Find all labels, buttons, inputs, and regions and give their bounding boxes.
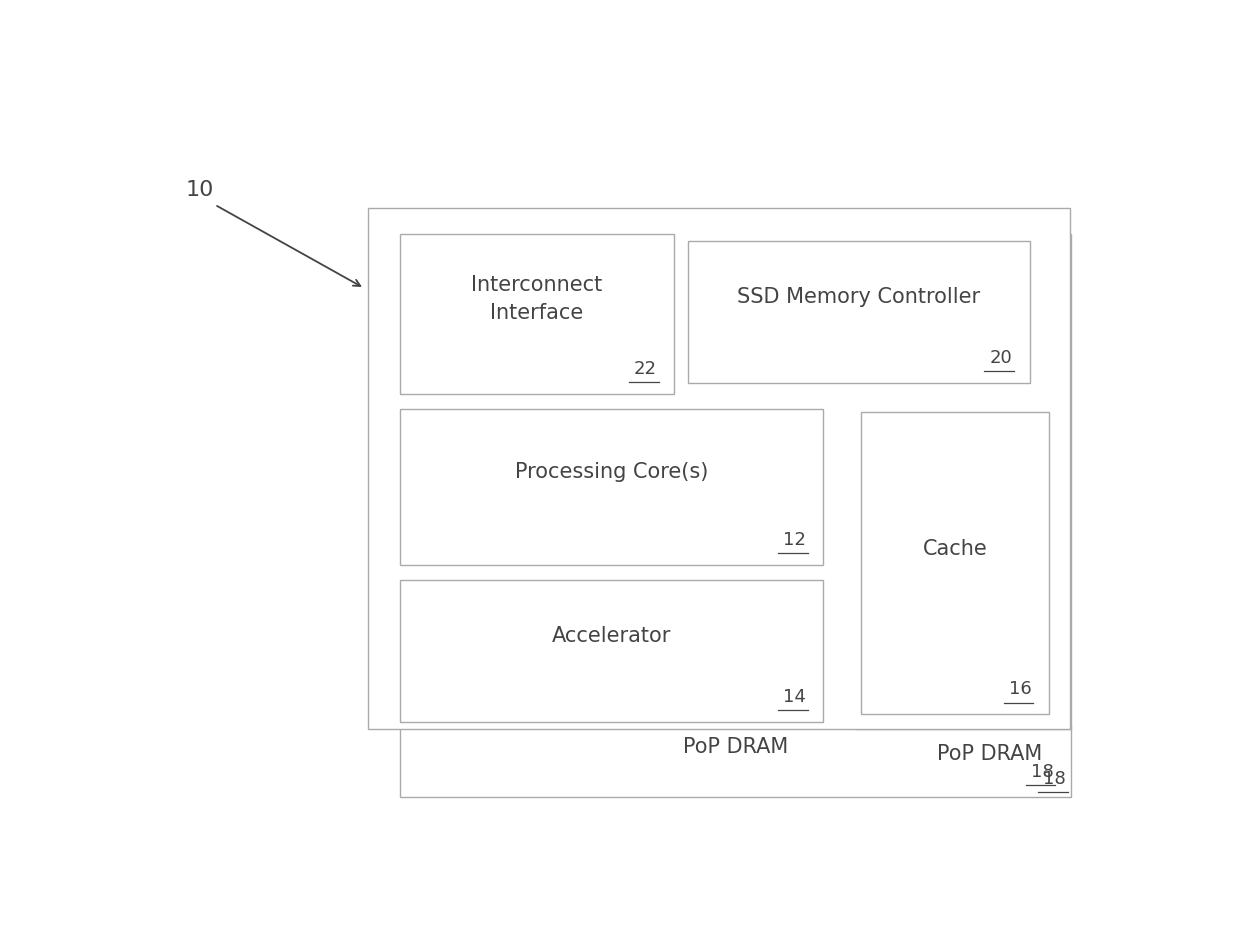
- Bar: [401, 580, 823, 722]
- Text: Processing Core(s): Processing Core(s): [515, 463, 708, 482]
- Bar: [688, 241, 1029, 383]
- Text: Cache: Cache: [923, 539, 987, 559]
- Bar: [401, 727, 1071, 797]
- Bar: [401, 409, 823, 565]
- Text: PoP DRAM: PoP DRAM: [683, 737, 789, 757]
- Text: 18: 18: [1043, 770, 1066, 788]
- Text: Accelerator: Accelerator: [552, 626, 671, 646]
- Text: SSD Memory Controller: SSD Memory Controller: [738, 288, 981, 307]
- Text: 10: 10: [186, 180, 215, 200]
- Text: 20: 20: [990, 349, 1012, 367]
- Text: 12: 12: [782, 531, 806, 549]
- Bar: [401, 234, 675, 394]
- Text: 18: 18: [1030, 762, 1054, 780]
- Text: 14: 14: [782, 688, 806, 706]
- Text: Interconnect
Interface: Interconnect Interface: [471, 275, 603, 324]
- Bar: [368, 208, 1070, 729]
- Bar: [862, 412, 1049, 714]
- Text: 16: 16: [1008, 680, 1032, 698]
- Text: PoP DRAM: PoP DRAM: [936, 745, 1042, 764]
- Bar: [854, 234, 1071, 729]
- Text: 22: 22: [634, 359, 657, 378]
